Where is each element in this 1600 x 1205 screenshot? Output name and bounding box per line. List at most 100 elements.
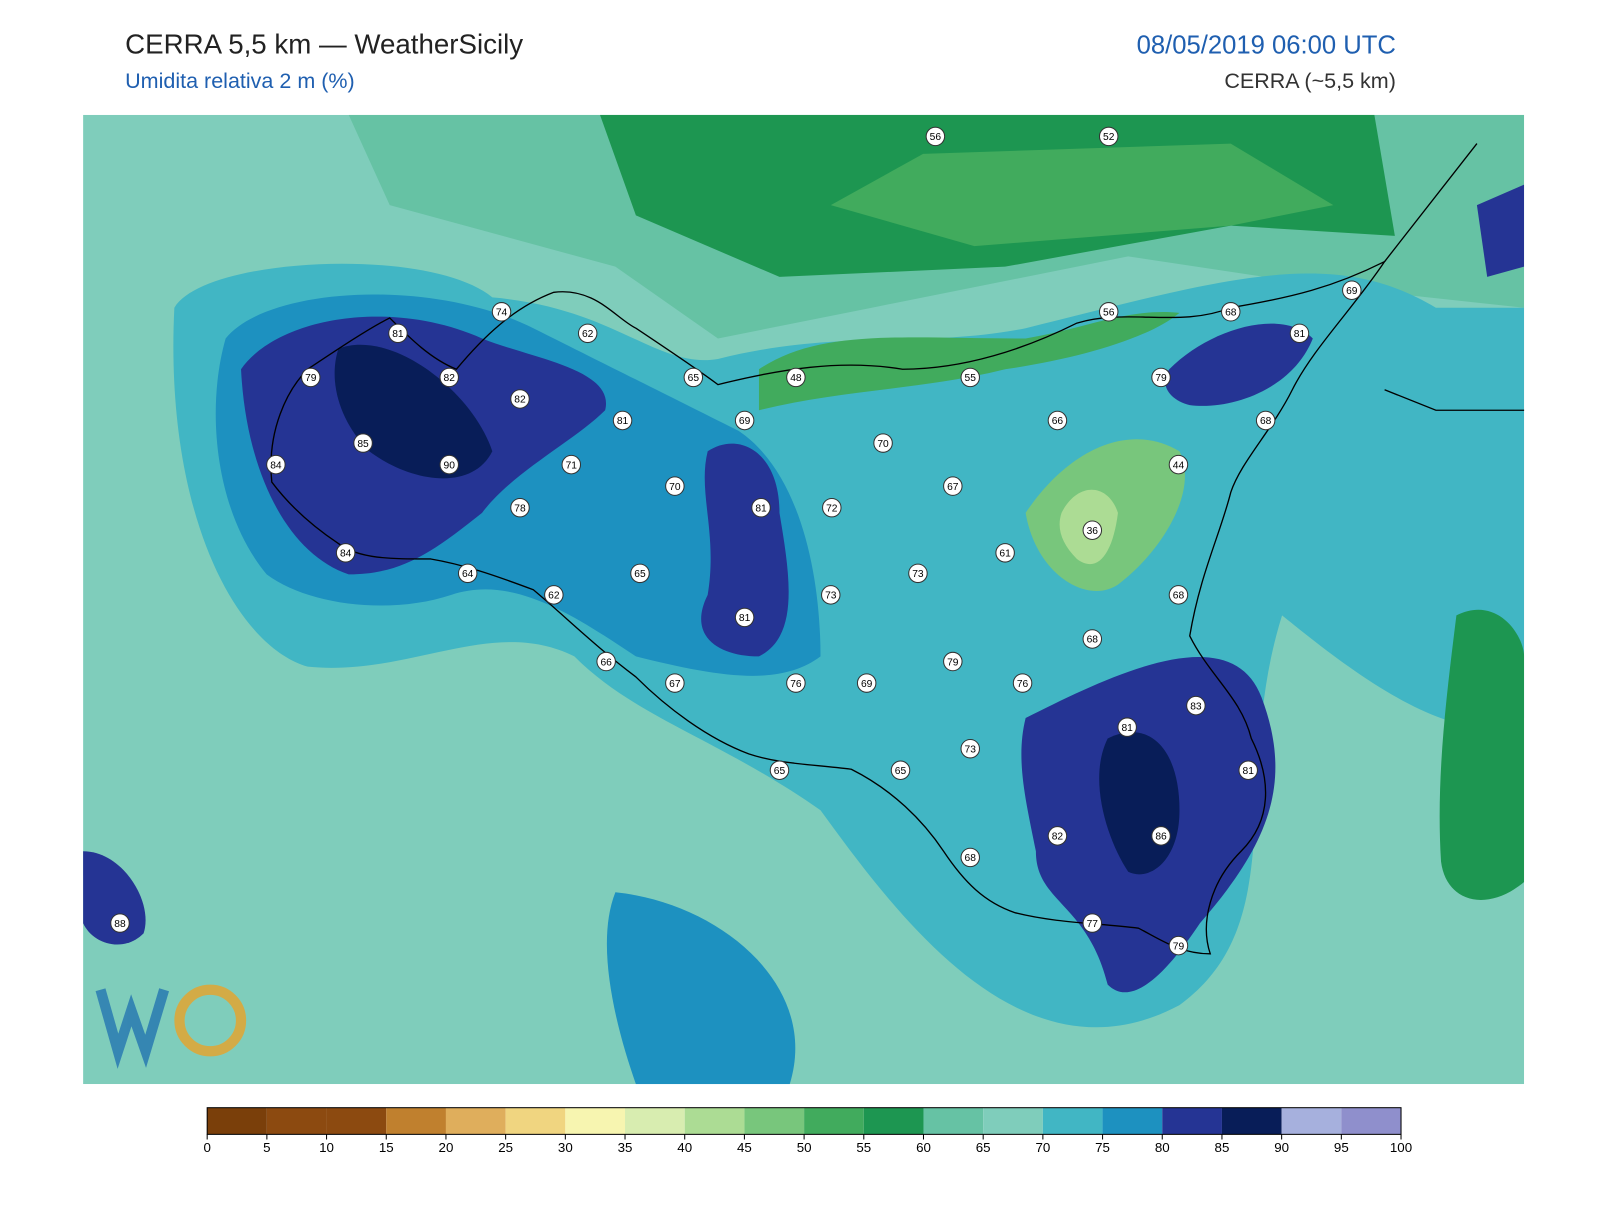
station-marker (943, 476, 963, 496)
station-value: 79 (947, 657, 959, 668)
station-marker (1221, 302, 1241, 322)
station-value: 84 (270, 460, 282, 471)
colorbar-swatch (983, 1107, 1043, 1135)
colorbar-swatch (804, 1107, 864, 1135)
station-value: 69 (1346, 286, 1358, 297)
station-marker (388, 323, 408, 344)
station-marker (943, 651, 963, 672)
colorbar-swatch (266, 1107, 327, 1135)
station-value: 81 (1294, 329, 1306, 340)
colorbar-swatch (684, 1107, 745, 1135)
colorbar-swatch (923, 1107, 984, 1135)
station-marker (1098, 126, 1119, 147)
station-value: 52 (1103, 132, 1115, 143)
station-marker (769, 760, 790, 780)
colorbar-swatch (386, 1107, 446, 1135)
station-marker (908, 563, 928, 584)
station-marker (491, 302, 512, 322)
station-marker (510, 389, 530, 409)
station-value: 61 (999, 549, 1011, 560)
station-value: 62 (548, 591, 560, 602)
station-value: 44 (1173, 460, 1185, 471)
station-value: 48 (790, 373, 802, 384)
station-marker (960, 367, 980, 388)
coastline (270, 143, 1525, 955)
colorbar-tick-label: 5 (263, 1140, 270, 1155)
stations: 56 52 74 62 81 79 82 82 85 90 84 71 65 48 81 69 70 70 78 81… (110, 126, 1362, 956)
colorbar-tick-label: 95 (1334, 1140, 1349, 1155)
station-value: 81 (1243, 766, 1255, 777)
station-marker (1151, 367, 1171, 388)
station-marker (821, 585, 841, 605)
station-value: 65 (688, 373, 700, 384)
station-value: 81 (1121, 723, 1133, 734)
colorbar-swatch (744, 1107, 805, 1135)
colorbar-tick-label: 20 (439, 1140, 454, 1155)
station-value: 65 (895, 766, 907, 777)
colorbar-swatch (1162, 1107, 1222, 1135)
station-value: 68 (1173, 591, 1185, 602)
station-value: 78 (514, 503, 526, 514)
station-marker (266, 454, 286, 475)
station-marker (683, 367, 704, 388)
station-marker (925, 126, 946, 147)
station-value: 79 (1173, 941, 1185, 952)
colorbar-swatch (445, 1107, 506, 1135)
station-marker (110, 913, 130, 933)
station-value: 70 (669, 482, 681, 493)
station-value: 79 (305, 373, 317, 384)
colorbar-swatch (565, 1107, 626, 1135)
station-value: 69 (739, 416, 751, 427)
station-marker (856, 673, 877, 693)
colorbar-swatch (207, 1107, 267, 1135)
station-marker (960, 847, 980, 868)
colorbar-tick-label: 25 (498, 1140, 513, 1155)
station-value: 66 (600, 657, 612, 668)
station-value: 65 (634, 569, 646, 580)
station-marker (1082, 913, 1103, 933)
station-marker (822, 497, 842, 518)
station-value: 68 (965, 853, 977, 864)
colorbar-swatch (326, 1107, 387, 1135)
station-marker (751, 497, 771, 518)
station-marker (335, 543, 356, 563)
subtitle: Umidita relativa 2 m (%) (125, 69, 355, 93)
colorbar-tick-label: 30 (558, 1140, 573, 1155)
station-value: 66 (1052, 416, 1064, 427)
station-marker (1151, 826, 1171, 846)
station-value: 84 (340, 549, 352, 560)
colorbar: 0 5 10 15 20 25 30 35 40 45 50 55 60 65 70 75 80 85 90 95 10… (203, 1107, 1412, 1155)
station-marker (786, 367, 806, 388)
station-value: 68 (1087, 635, 1099, 646)
station-value: 74 (496, 308, 508, 319)
colorbar-tick-label: 100 (1390, 1140, 1412, 1155)
station-value: 36 (1087, 526, 1099, 537)
station-marker (995, 543, 1015, 563)
station-marker (1255, 410, 1276, 431)
logo (95, 984, 247, 1069)
station-marker (665, 476, 685, 496)
station-marker (301, 367, 321, 388)
colorbar-swatch (505, 1107, 566, 1135)
colorbar-swatch (1281, 1107, 1342, 1135)
colorbar-tick-label: 80 (1155, 1140, 1170, 1155)
colorbar-tick-label: 85 (1215, 1140, 1230, 1155)
station-value: 81 (755, 503, 767, 514)
station-value: 56 (930, 132, 942, 143)
station-marker (612, 410, 633, 431)
station-marker (1238, 760, 1258, 780)
station-value: 90 (444, 460, 456, 471)
station-value: 62 (582, 329, 594, 340)
colorbar-tick-label: 60 (916, 1140, 931, 1155)
station-marker (561, 454, 582, 475)
station-marker (1289, 323, 1310, 344)
station-value: 72 (826, 503, 838, 514)
colorbar-swatch (1341, 1107, 1402, 1135)
colorbar-tick-label: 10 (319, 1140, 334, 1155)
station-value: 70 (877, 439, 889, 450)
colorbar-tick-label: 55 (856, 1140, 871, 1155)
station-value: 81 (617, 416, 629, 427)
station-marker (510, 497, 530, 518)
